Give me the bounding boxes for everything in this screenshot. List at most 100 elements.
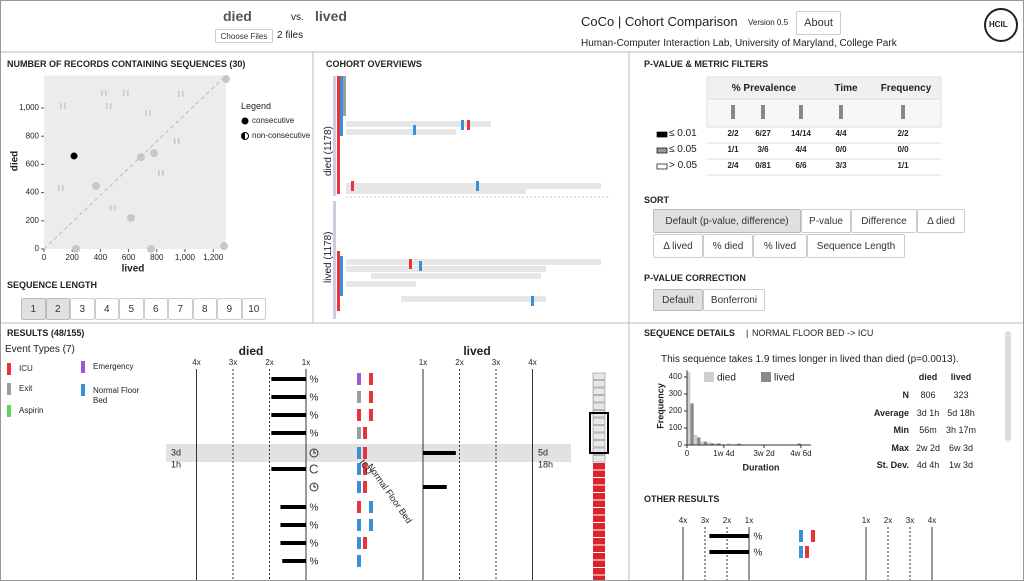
filter-cell[interactable]: 2/2	[897, 129, 909, 138]
filter-cell[interactable]: 2/4	[727, 161, 739, 170]
x-tick-label: 200	[66, 253, 80, 262]
point	[145, 110, 151, 117]
overview-stripe	[340, 256, 343, 296]
overview-stripe	[333, 201, 336, 319]
sequence-glyph	[805, 546, 809, 558]
files-label: 2 files	[277, 30, 304, 41]
sequence-glyph	[363, 501, 367, 513]
length-button[interactable]: 6	[143, 298, 168, 320]
correction-button[interactable]: Bonferroni	[703, 289, 765, 311]
overview-cell	[592, 440, 606, 448]
filter-cell[interactable]: 1/1	[727, 145, 739, 154]
legend-marker	[241, 117, 249, 125]
panel-title: RESULTS (48/155)	[7, 328, 85, 338]
event-label: Exit	[19, 384, 33, 393]
pvalue-label: > 0.05	[669, 160, 698, 171]
stats-cell: 4d 4h	[916, 460, 940, 470]
length-button[interactable]: 9	[217, 298, 242, 320]
length-button[interactable]: 1	[21, 298, 46, 320]
sequence-name: NORMAL FLOOR BED -> ICU	[752, 328, 874, 338]
overview-event	[419, 261, 422, 271]
sort-button[interactable]: % died	[703, 234, 753, 258]
metric-label: %	[310, 411, 319, 422]
scale-label: 1x	[419, 358, 427, 367]
y-axis-label: died	[10, 151, 21, 172]
time-icon	[313, 484, 316, 488]
event-swatch	[7, 363, 11, 375]
length-button[interactable]: 5	[119, 298, 144, 320]
overview-event	[409, 259, 412, 269]
overview-cell	[593, 478, 605, 485]
point-bar	[110, 103, 112, 110]
time-icon	[313, 450, 316, 454]
app-title: CoCo | Cohort Comparison	[581, 14, 738, 29]
pvalue-swatch	[656, 147, 668, 154]
filter-cell[interactable]: 3/3	[835, 161, 847, 170]
point	[158, 170, 164, 177]
filter-cell[interactable]: 0/0	[835, 145, 847, 154]
metric-label: %	[310, 429, 319, 440]
length-button[interactable]: 3	[70, 298, 95, 320]
sort-button[interactable]: Sequence Length	[807, 234, 905, 258]
x-axis-label: lived	[122, 264, 145, 275]
sort-button[interactable]: Δ lived	[653, 234, 703, 258]
filter-cell[interactable]: 4/4	[795, 145, 807, 154]
event-swatch	[81, 384, 85, 396]
filter-cell[interactable]: 6/6	[795, 161, 807, 170]
filter-cell[interactable]: 0/0	[897, 145, 909, 154]
overview-cell	[593, 553, 605, 560]
scale-label: 1x	[745, 516, 753, 525]
overview-focus	[589, 412, 609, 454]
correction-button[interactable]: Default	[653, 289, 703, 311]
sequence-glyph	[363, 447, 367, 459]
scale-label: 2x	[265, 358, 273, 367]
sort-button[interactable]: % lived	[753, 234, 807, 258]
panel-title: SEQUENCE LENGTH	[7, 280, 98, 290]
length-button[interactable]: 10	[241, 298, 266, 320]
histogram-bar	[797, 443, 801, 445]
filter-cell[interactable]: 14/14	[790, 129, 812, 138]
point-bar	[158, 170, 160, 177]
filter-cell[interactable]: 0/81	[755, 161, 771, 170]
died-bar	[280, 505, 306, 509]
overview-cell	[593, 560, 605, 567]
panel-title: OTHER RESULTS	[644, 494, 720, 504]
pvalue-swatch	[656, 131, 668, 138]
length-button[interactable]: 4	[94, 298, 119, 320]
point-bar	[105, 90, 107, 97]
plot-area	[44, 75, 226, 249]
y-tick-label: 400	[669, 372, 683, 381]
filter-cell[interactable]: 6/27	[755, 129, 771, 138]
histogram-bar	[687, 371, 691, 445]
sequence-glyph	[799, 546, 803, 558]
metric-label: %	[310, 503, 319, 514]
frequency-icon	[309, 464, 318, 474]
filter-cell[interactable]: 2/2	[727, 129, 739, 138]
event-label: Normal Floor Bed	[93, 386, 140, 405]
pvalue-label: ≤ 0.05	[669, 144, 697, 155]
filter-cell[interactable]: 3/6	[757, 145, 769, 154]
event-label: Emergency	[93, 362, 134, 371]
y-tick-label: 600	[26, 160, 40, 169]
panel-title: P-VALUE & METRIC FILTERS	[644, 59, 769, 69]
point-bar	[113, 204, 116, 211]
stats-cell: 3d 1h	[916, 407, 940, 418]
length-button[interactable]: 8	[192, 298, 217, 320]
sequence-glyph	[357, 481, 361, 493]
filter-cell[interactable]: 1/1	[897, 161, 909, 170]
cohort-label: lived (1178)	[323, 231, 334, 283]
filter-cell[interactable]: 4/4	[835, 129, 847, 138]
scale-label: 4x	[528, 358, 536, 367]
choose-files-button[interactable]: Choose Files	[215, 29, 273, 43]
sequence-glyph	[357, 391, 361, 403]
length-button[interactable]: 2	[45, 298, 70, 320]
overview-bar	[346, 188, 526, 194]
overview-stripe	[333, 76, 336, 196]
sort-button[interactable]: Δ died	[917, 209, 965, 233]
sort-button[interactable]: P-value	[801, 209, 851, 233]
sort-button[interactable]: Difference	[851, 209, 917, 233]
sort-button[interactable]: Default (p-value, difference)	[653, 209, 801, 233]
length-button[interactable]: 7	[168, 298, 193, 320]
about-button[interactable]: About	[796, 11, 841, 35]
